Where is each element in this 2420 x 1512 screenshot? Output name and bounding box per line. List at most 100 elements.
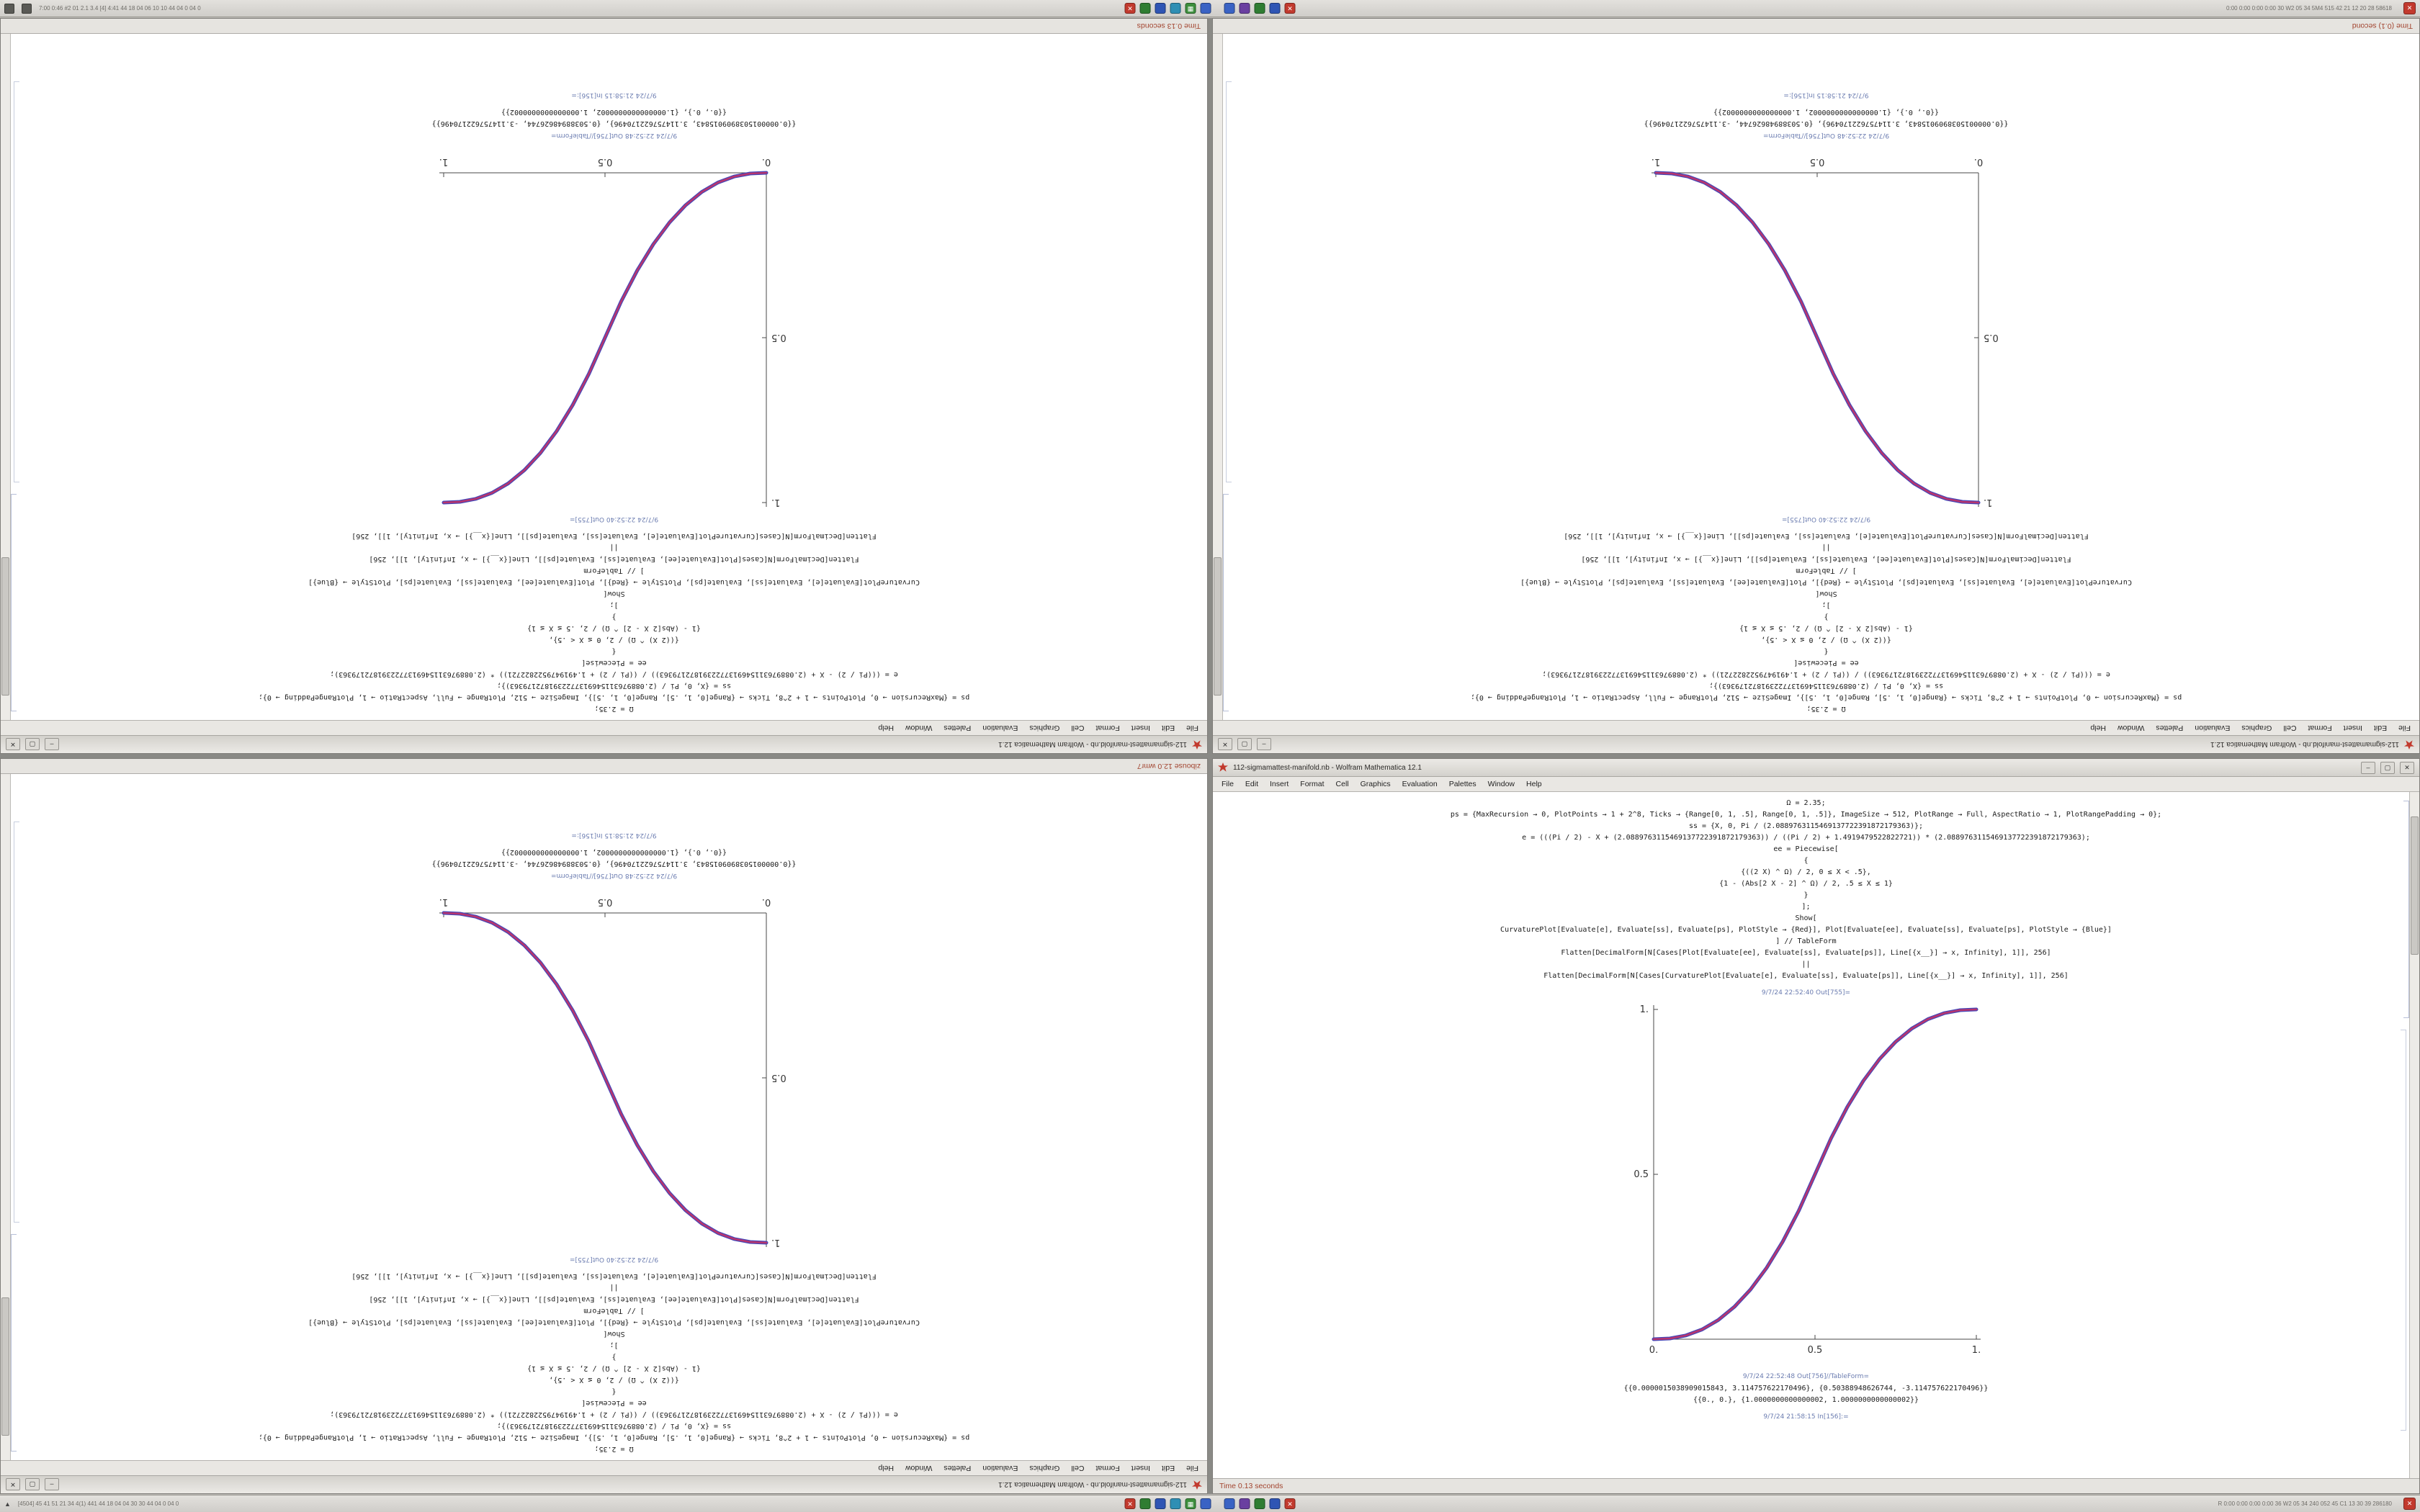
menu-item[interactable]: Edit (2373, 724, 2388, 732)
scrollbar-thumb[interactable] (1214, 557, 1222, 696)
minimize-button[interactable]: – (1257, 738, 1271, 751)
green-app-icon[interactable] (1254, 1498, 1265, 1509)
maximize-button[interactable]: ▢ (2380, 761, 2395, 774)
blue-app-icon[interactable] (1155, 1498, 1166, 1509)
red-alert-icon[interactable]: ✕ (2403, 1498, 2416, 1510)
red-app-icon[interactable]: ✕ (1284, 3, 1296, 14)
menu-item[interactable]: Evaluation (2195, 724, 2231, 732)
blue-app-icon[interactable] (1224, 1498, 1235, 1509)
cell-bracket[interactable] (14, 81, 19, 482)
menu-item[interactable]: Graphics (1029, 1464, 1060, 1472)
blue-app-icon[interactable] (1200, 1498, 1211, 1509)
close-button[interactable]: ✕ (1218, 738, 1232, 751)
maximize-button[interactable]: ▢ (25, 738, 40, 751)
menu-item[interactable]: Help (1526, 780, 1542, 788)
menu-item[interactable]: Edit (1245, 780, 1259, 788)
green-app-icon[interactable] (1254, 3, 1265, 14)
menu-item[interactable]: Insert (1270, 780, 1289, 788)
cell-bracket[interactable] (1226, 81, 1232, 482)
menu-item[interactable]: Help (878, 1464, 894, 1472)
menu-item[interactable]: Evaluation (1402, 780, 1438, 788)
menu-item[interactable]: Graphics (2241, 724, 2272, 732)
cell-bracket[interactable] (2401, 1030, 2406, 1431)
menu-item[interactable]: Help (878, 724, 894, 732)
menu-item[interactable]: Window (1487, 780, 1515, 788)
menu-item[interactable]: File (1186, 1464, 1198, 1472)
blue-app-icon[interactable] (1155, 3, 1166, 14)
menu-item[interactable]: Format (1095, 1464, 1120, 1472)
panel-expander-icon[interactable]: ▲ (4, 1500, 11, 1508)
menu-item[interactable]: Cell (1335, 780, 1349, 788)
red-app-icon[interactable]: ✕ (1284, 1498, 1296, 1509)
menu-item[interactable]: Graphics (1029, 724, 1060, 732)
red-alert-icon[interactable]: ✕ (2403, 2, 2416, 14)
maximize-button[interactable]: ▢ (1237, 738, 1252, 751)
cell-bracket[interactable] (11, 494, 17, 711)
menu-item[interactable]: Cell (1071, 1464, 1085, 1472)
red-app-icon[interactable]: ✕ (1124, 3, 1136, 14)
blue-app-icon[interactable] (1269, 1498, 1281, 1509)
menu-item[interactable]: Insert (1131, 724, 1150, 732)
svg-text:1.: 1. (1971, 1345, 1980, 1356)
purple-app-icon[interactable] (1239, 1498, 1250, 1509)
cell-bracket[interactable] (1223, 494, 1229, 711)
minimize-button[interactable]: – (45, 738, 59, 751)
window-titlebar[interactable]: 112-sigmamattest-manifold.nb - Wolfram M… (1213, 759, 2419, 777)
menu-item[interactable]: Graphics (1360, 780, 1391, 788)
menu-item[interactable]: File (1222, 780, 1234, 788)
cell-bracket[interactable] (2403, 801, 2409, 1018)
green-grid-app-icon[interactable]: ▦ (1185, 3, 1196, 14)
maximize-button[interactable]: ▢ (25, 1478, 40, 1491)
green-app-icon[interactable] (1139, 1498, 1151, 1509)
teal-app-icon[interactable] (1170, 3, 1181, 14)
blue-app-icon[interactable] (1224, 3, 1235, 14)
green-app-icon[interactable] (1139, 3, 1151, 14)
menu-item[interactable]: Window (905, 724, 933, 732)
menu-item[interactable]: Format (2308, 724, 2332, 732)
panel-launcher-icon[interactable] (22, 3, 32, 14)
menu-item[interactable]: Cell (1071, 724, 1085, 732)
window-titlebar[interactable]: 112-sigmamattest-manifold.nb - Wolfram M… (1, 1475, 1207, 1493)
menu-item[interactable]: File (2398, 724, 2411, 732)
window-titlebar[interactable]: 112-sigmamattest-manifold.nb - Wolfram M… (1213, 735, 2419, 753)
teal-app-icon[interactable] (1170, 1498, 1181, 1509)
close-button[interactable]: ✕ (2400, 761, 2414, 774)
menu-item[interactable]: Format (1095, 724, 1120, 732)
green-grid-app-icon[interactable]: ▦ (1185, 1498, 1196, 1509)
menu-item[interactable]: Edit (1161, 724, 1175, 732)
minimize-button[interactable]: – (45, 1478, 59, 1491)
close-button[interactable]: ✕ (6, 1478, 20, 1491)
scrollbar-thumb[interactable] (1, 1297, 9, 1436)
menu-item[interactable]: Edit (1161, 1464, 1175, 1472)
blue-app-icon[interactable] (1269, 3, 1281, 14)
menu-item[interactable]: Help (2090, 724, 2106, 732)
red-app-icon[interactable]: ✕ (1124, 1498, 1136, 1509)
close-button[interactable]: ✕ (6, 738, 20, 751)
menu-item[interactable]: Insert (2343, 724, 2362, 732)
menu-item[interactable]: File (1186, 724, 1198, 732)
window-titlebar[interactable]: 112-sigmamattest-manifold.nb - Wolfram M… (1, 735, 1207, 753)
menu-item[interactable]: Window (905, 1464, 933, 1472)
menu-item[interactable]: Insert (1131, 1464, 1150, 1472)
menu-item[interactable]: Window (2117, 724, 2145, 732)
menu-item[interactable]: Palettes (1448, 780, 1476, 788)
menu-item[interactable]: Evaluation (982, 1464, 1018, 1472)
cell-bracket[interactable] (14, 822, 19, 1223)
vertical-scrollbar[interactable] (1213, 34, 1223, 720)
menu-item[interactable]: Format (1300, 780, 1325, 788)
cell-bracket[interactable] (11, 1234, 17, 1452)
menu-item[interactable]: Palettes (944, 1464, 972, 1472)
menu-item[interactable]: Evaluation (982, 724, 1018, 732)
scrollbar-thumb[interactable] (2411, 816, 2419, 955)
minimize-button[interactable]: – (2361, 761, 2375, 774)
vertical-scrollbar[interactable] (2409, 792, 2419, 1478)
blue-app-icon[interactable] (1200, 3, 1211, 14)
vertical-scrollbar[interactable] (1, 34, 11, 720)
menu-item[interactable]: Cell (2283, 724, 2297, 732)
scrollbar-thumb[interactable] (1, 557, 9, 696)
menu-item[interactable]: Palettes (2156, 724, 2184, 732)
panel-launcher-icon[interactable] (4, 3, 14, 14)
menu-item[interactable]: Palettes (944, 724, 972, 732)
purple-app-icon[interactable] (1239, 3, 1250, 14)
vertical-scrollbar[interactable] (1, 774, 11, 1460)
